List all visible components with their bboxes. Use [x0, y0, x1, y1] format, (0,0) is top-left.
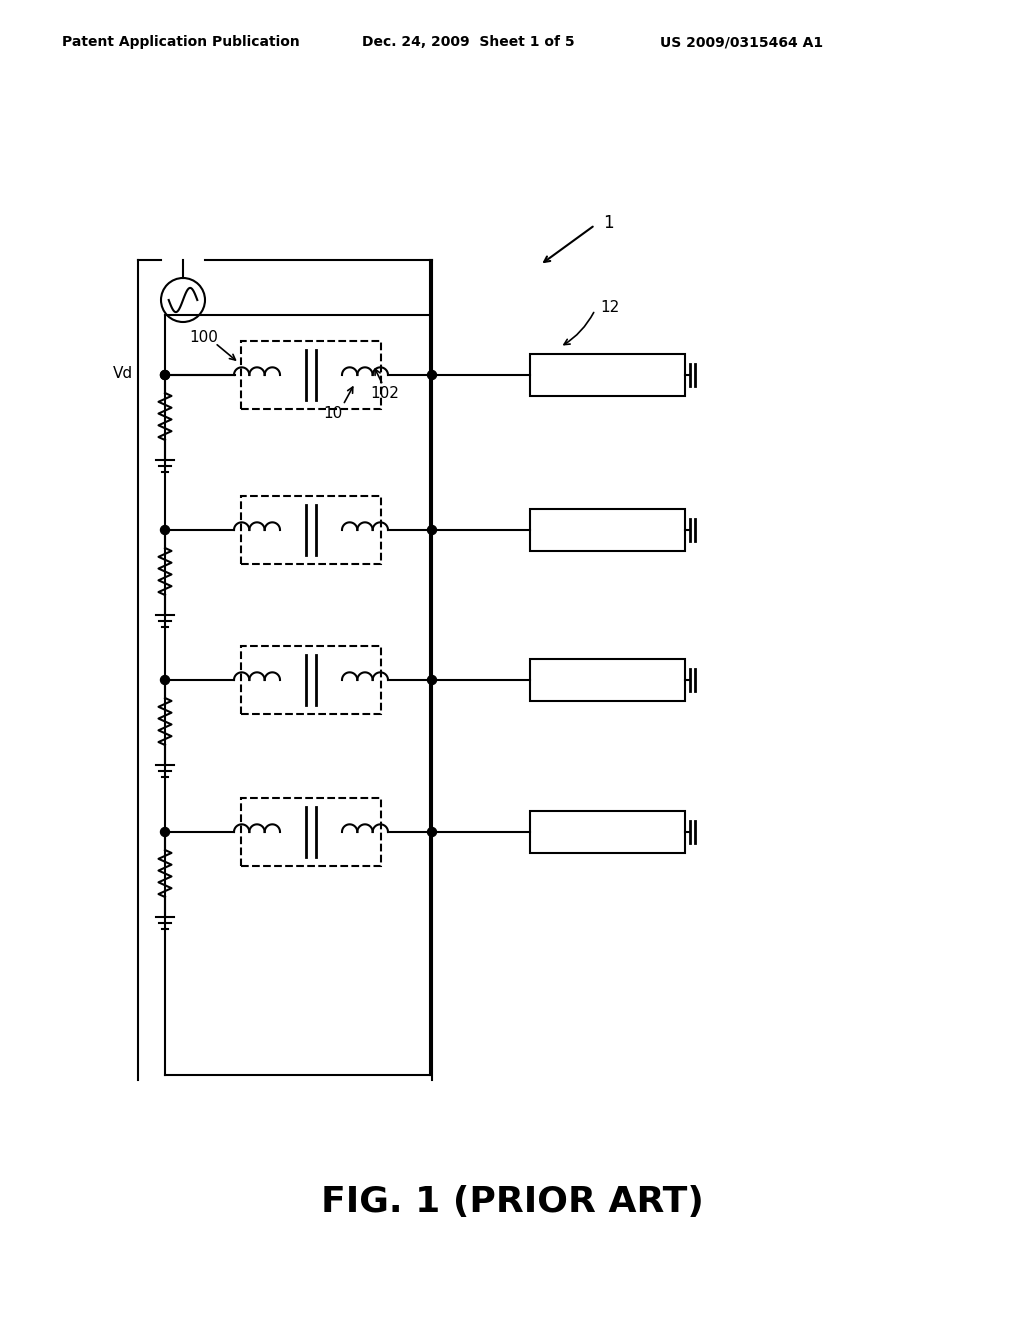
- Text: Patent Application Publication: Patent Application Publication: [62, 36, 300, 49]
- Bar: [241, 341, 381, 409]
- Text: 1: 1: [603, 214, 613, 232]
- Text: 10: 10: [323, 405, 342, 421]
- Text: US 2009/0315464 A1: US 2009/0315464 A1: [660, 36, 823, 49]
- Circle shape: [161, 371, 170, 380]
- Circle shape: [427, 828, 436, 837]
- Text: Vd: Vd: [113, 366, 133, 380]
- Circle shape: [161, 676, 170, 685]
- Text: 12: 12: [600, 301, 620, 315]
- Circle shape: [427, 371, 436, 380]
- Text: 100: 100: [189, 330, 218, 345]
- Circle shape: [161, 828, 170, 837]
- Circle shape: [161, 371, 170, 380]
- Bar: [241, 645, 381, 714]
- Text: FIG. 1 (PRIOR ART): FIG. 1 (PRIOR ART): [321, 1185, 703, 1218]
- Circle shape: [427, 676, 436, 685]
- Text: 102: 102: [370, 385, 399, 400]
- Bar: [241, 496, 381, 564]
- Bar: [530, 354, 685, 396]
- Circle shape: [427, 525, 436, 535]
- Bar: [530, 810, 685, 853]
- Text: Dec. 24, 2009  Sheet 1 of 5: Dec. 24, 2009 Sheet 1 of 5: [362, 36, 574, 49]
- Bar: [530, 510, 685, 550]
- Bar: [241, 799, 381, 866]
- Bar: [530, 659, 685, 701]
- Circle shape: [161, 525, 170, 535]
